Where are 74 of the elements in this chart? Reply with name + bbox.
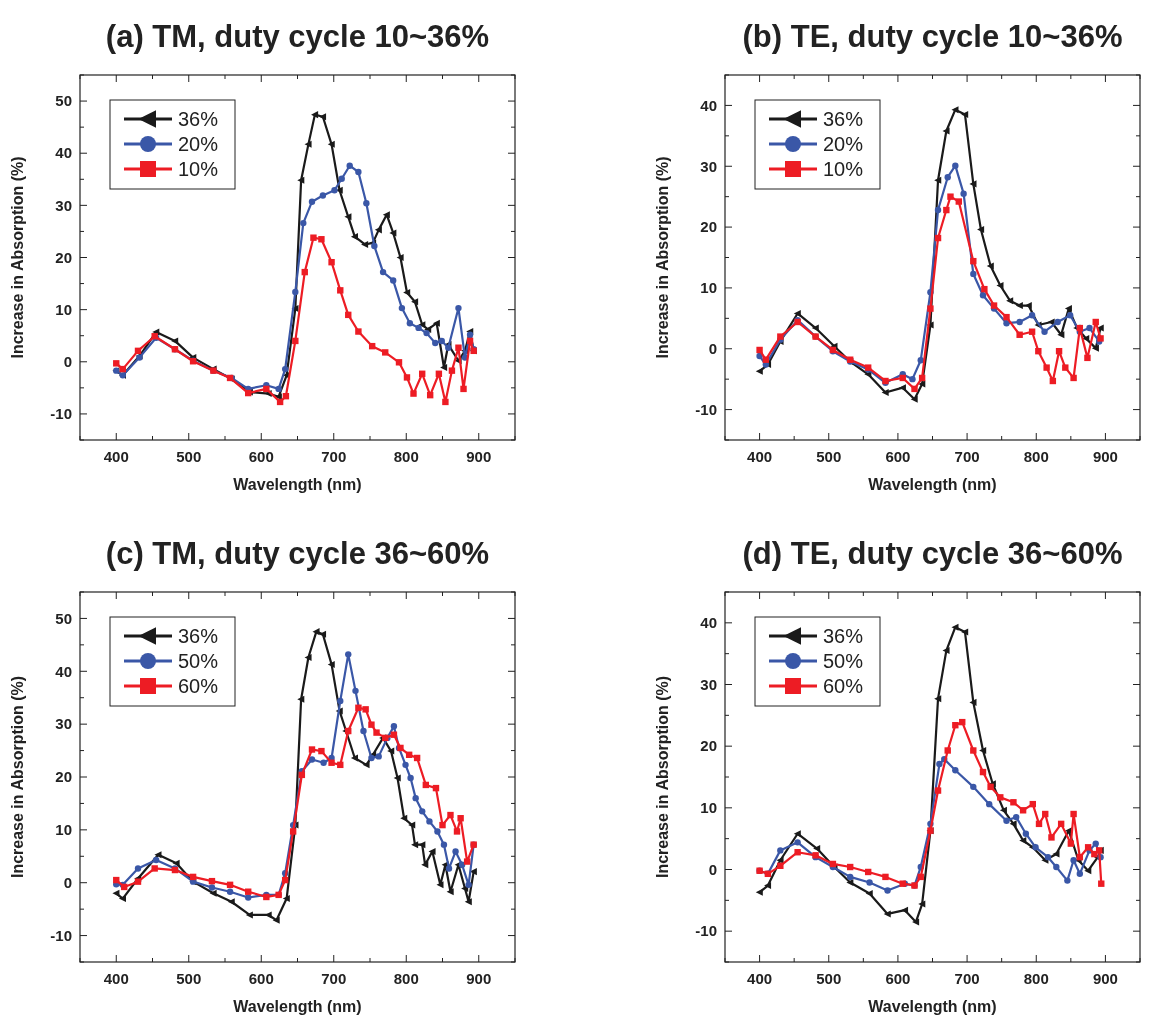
x-tick-label: 800 (1023, 448, 1049, 465)
x-tick-label: 400 (103, 448, 129, 465)
legend-label: 20% (823, 133, 864, 156)
y-axis-title: Increase in Absorption (%) (9, 156, 26, 359)
y-tick-label: 50 (55, 92, 72, 110)
x-axis-title: Wavelength (nm) (868, 476, 997, 493)
y-tick-label: 0 (708, 860, 717, 878)
y-tick-label: 0 (708, 340, 717, 357)
y-tick-label: 10 (55, 821, 72, 839)
y-tick-label: 0 (63, 353, 72, 371)
y-tick-label: -10 (50, 405, 72, 423)
x-tick-label: 700 (321, 448, 347, 465)
y-tick-label: 40 (55, 144, 72, 162)
x-tick-label: 800 (393, 448, 419, 465)
x-tick-label: 900 (466, 448, 492, 465)
x-tick-label: 900 (1092, 448, 1118, 465)
x-axis-title: Wavelength (nm) (868, 998, 997, 1015)
legend-label: 36% (823, 625, 864, 648)
legend-label: 50% (178, 650, 219, 673)
y-tick-label: 30 (55, 715, 72, 733)
legend-label: 60% (178, 675, 219, 698)
x-tick-label: 600 (885, 970, 911, 987)
legend-label: 10% (178, 158, 219, 181)
y-tick-label: 40 (55, 662, 72, 680)
y-tick-label: -10 (50, 926, 72, 944)
x-tick-label: 700 (954, 448, 980, 465)
legend-label: 60% (823, 675, 864, 698)
legend-label: 36% (823, 108, 864, 131)
x-axis-title: Wavelength (nm) (233, 476, 362, 493)
y-axis-title: Increase in Absorption (%) (654, 675, 671, 879)
x-tick-label: 600 (885, 448, 911, 465)
y-tick-label: 30 (700, 675, 717, 693)
x-tick-label: 400 (747, 970, 773, 987)
x-tick-label: 600 (248, 970, 274, 987)
x-tick-label: 900 (466, 970, 492, 987)
legend-label: 36% (178, 108, 219, 131)
x-tick-label: 500 (176, 448, 202, 465)
chart-title: (a) TM, duty cycle 10~36% (105, 19, 490, 54)
x-axis-title: Wavelength (nm) (233, 998, 362, 1015)
x-tick-label: 400 (747, 448, 773, 465)
y-tick-label: -10 (695, 922, 717, 940)
legend-label: 50% (823, 650, 864, 673)
x-tick-label: 500 (816, 970, 842, 987)
y-tick-label: 10 (700, 279, 717, 297)
x-tick-label: 800 (1023, 970, 1049, 987)
x-tick-label: 700 (321, 970, 347, 987)
y-tick-label: 30 (55, 196, 72, 214)
x-tick-label: 900 (1092, 970, 1118, 987)
y-tick-label: 40 (700, 96, 717, 114)
chart-title: (c) TM, duty cycle 36~60% (105, 536, 490, 571)
y-tick-label: 10 (700, 799, 717, 817)
y-tick-label: 20 (55, 248, 72, 266)
x-tick-label: 500 (816, 448, 842, 465)
legend-label: 20% (178, 133, 219, 156)
x-tick-label: 800 (393, 970, 419, 987)
x-tick-label: 500 (176, 970, 202, 987)
y-axis-title: Increase in Absorption (%) (9, 675, 26, 879)
chart-title: (b) TE, duty cycle 10~36% (742, 19, 1123, 54)
legend-label: 36% (178, 625, 219, 648)
chart-title: (d) TE, duty cycle 36~60% (742, 536, 1123, 571)
legend-label: 10% (823, 158, 864, 181)
y-tick-label: -10 (695, 400, 717, 418)
y-tick-label: 30 (700, 157, 717, 175)
y-tick-label: 10 (55, 300, 72, 318)
x-tick-label: 600 (248, 448, 274, 465)
x-tick-label: 400 (103, 970, 129, 987)
y-tick-label: 40 (700, 614, 717, 632)
y-tick-label: 20 (55, 768, 72, 786)
y-tick-label: 50 (55, 609, 72, 627)
y-tick-label: 20 (700, 218, 717, 236)
y-tick-label: 20 (700, 737, 717, 755)
y-axis-title: Increase in Absorption (%) (654, 156, 671, 359)
x-tick-label: 700 (954, 970, 980, 987)
y-tick-label: 0 (63, 873, 72, 891)
